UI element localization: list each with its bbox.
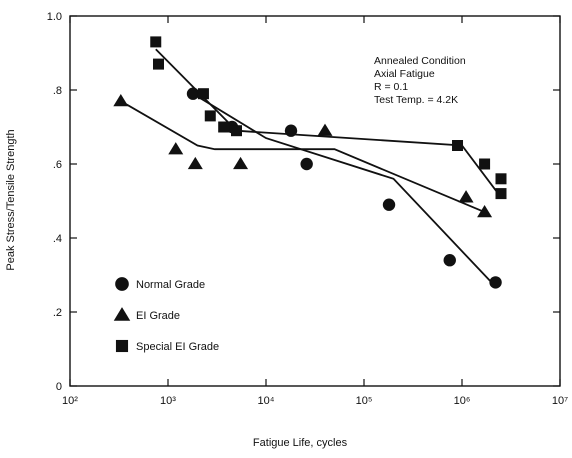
data-point-triangle — [113, 93, 129, 107]
data-point-square — [150, 36, 162, 48]
y-tick-label: .6 — [53, 159, 62, 171]
annotation-line: Test Temp. = 4.2K — [374, 94, 458, 106]
legend-marker-square — [115, 339, 129, 353]
x-tick-label: 10³ — [160, 395, 176, 407]
y-tick-label: .4 — [53, 233, 62, 245]
data-point-circle — [382, 198, 396, 211]
data-point-circle — [489, 276, 502, 289]
x-tick-label: 10⁴ — [258, 395, 275, 407]
data-point-square — [479, 158, 491, 170]
data-point-square — [204, 110, 216, 122]
data-point-square — [197, 88, 209, 100]
y-tick-label: .8 — [53, 85, 62, 97]
data-point-square — [230, 125, 242, 137]
fit-line-circle — [192, 92, 493, 284]
data-point-square — [218, 121, 230, 133]
data-point-square — [452, 140, 464, 151]
annotation-line: R = 0.1 — [374, 81, 408, 93]
legend-marker-triangle — [113, 307, 131, 321]
data-point-triangle — [233, 156, 249, 170]
legend-label: Normal Grade — [136, 279, 205, 291]
data-point-triangle — [168, 142, 184, 155]
fit-line-square — [155, 48, 502, 198]
legend: Normal Grade EI Grade Special EI Grade — [113, 277, 219, 353]
series-triangle — [113, 93, 493, 218]
series-square — [150, 36, 507, 200]
x-tick-label: 10⁵ — [356, 395, 373, 407]
series-circle — [186, 87, 502, 289]
fit-line-triangle — [120, 100, 485, 213]
annotation-line: Annealed Condition — [374, 55, 466, 67]
y-tick-label: 0 — [56, 381, 62, 393]
legend-marker-circle — [115, 277, 129, 291]
y-tick-label: 1.0 — [47, 11, 62, 23]
data-point-triangle — [458, 190, 474, 203]
annotation-line: Axial Fatigue — [374, 68, 435, 80]
legend-label: EI Grade — [136, 310, 180, 322]
data-point-triangle — [477, 204, 493, 218]
plot-frame — [69, 15, 561, 387]
data-point-square — [153, 58, 165, 70]
data-point-circle — [300, 157, 313, 171]
data-point-triangle — [187, 156, 203, 170]
x-tick-label: 10² — [62, 395, 78, 407]
x-tick-label: 10⁷ — [552, 395, 568, 407]
data-point-square — [495, 173, 507, 185]
data-point-circle — [186, 87, 200, 100]
data-point-circle — [443, 254, 456, 267]
data-point-triangle — [317, 123, 333, 136]
y-axis-label: Peak Stress/Tensile Strength — [5, 129, 17, 270]
x-tick-label: 10⁶ — [454, 395, 471, 407]
x-axis-label: Fatigue Life, cycles — [253, 437, 348, 449]
y-tick-label: .2 — [53, 307, 62, 319]
data-point-square — [495, 188, 507, 200]
legend-label: Special EI Grade — [136, 341, 219, 353]
